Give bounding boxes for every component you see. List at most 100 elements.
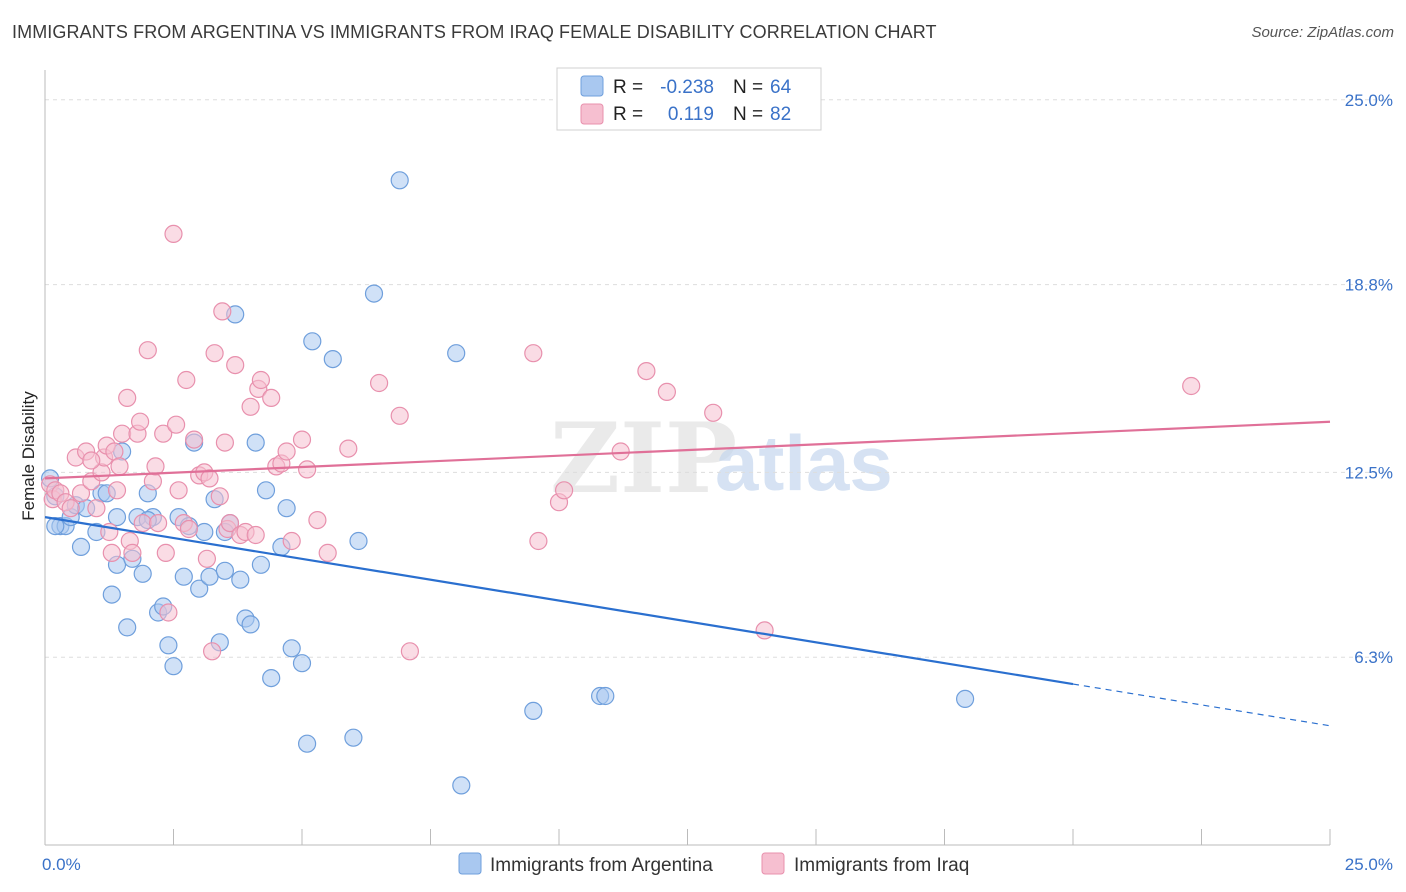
point-iraq-81 xyxy=(82,451,101,470)
point-iraq-43 xyxy=(200,469,219,488)
point-argentina-54 xyxy=(447,344,466,363)
axes xyxy=(44,70,1331,846)
trend-line-argentina xyxy=(44,516,1074,686)
series-iraq-points xyxy=(40,224,1201,661)
point-argentina-25 xyxy=(174,567,193,586)
point-iraq-15 xyxy=(102,543,121,563)
point-argentina-23 xyxy=(164,657,183,676)
point-iraq-32 xyxy=(159,603,178,622)
point-argentina-45 xyxy=(282,639,301,658)
point-iraq-48 xyxy=(215,433,234,452)
trend-line-argentina-extension xyxy=(1072,683,1331,727)
point-iraq-19 xyxy=(112,424,132,443)
chart-title: IMMIGRANTS FROM ARGENTINA VS IMMIGRANTS … xyxy=(12,22,937,42)
x-tick-label-start: 0.0% xyxy=(42,855,81,874)
tick-labels: 6.3% 12.5% 18.8% 25.0% 0.0% 25.0% xyxy=(42,91,1393,874)
point-iraq-75 xyxy=(611,442,630,461)
point-iraq-51 xyxy=(226,356,245,375)
point-iraq-39 xyxy=(185,430,204,449)
point-iraq-67 xyxy=(339,439,358,458)
legend-swatch-argentina xyxy=(580,75,604,97)
point-iraq-34 xyxy=(167,415,186,434)
point-iraq-44 xyxy=(203,642,222,661)
point-argentina-52 xyxy=(364,284,384,303)
point-iraq-47 xyxy=(213,302,232,321)
point-iraq-42 xyxy=(197,549,216,568)
point-argentina-36 xyxy=(231,570,250,589)
legend-r-label-argentina: R = xyxy=(613,77,643,98)
bottom-legend-swatch-argentina xyxy=(458,852,482,875)
point-argentina-38 xyxy=(241,615,260,634)
point-argentina-30 xyxy=(200,567,219,586)
point-argentina-48 xyxy=(303,332,322,351)
legend-r-label-iraq: R = xyxy=(613,104,643,125)
point-iraq-37 xyxy=(177,370,196,390)
point-iraq-45 xyxy=(205,344,224,363)
point-argentina-11 xyxy=(102,585,121,604)
point-iraq-29 xyxy=(149,513,168,533)
point-iraq-66 xyxy=(318,543,337,563)
point-argentina-14 xyxy=(118,618,137,637)
point-iraq-78 xyxy=(704,403,723,422)
point-iraq-46 xyxy=(210,487,229,506)
point-iraq-68 xyxy=(370,373,389,393)
point-iraq-30 xyxy=(154,424,173,443)
point-argentina-33 xyxy=(215,561,234,580)
point-iraq-50 xyxy=(220,513,240,533)
point-argentina-39 xyxy=(246,433,265,452)
point-iraq-27 xyxy=(143,472,162,491)
trend-line-iraq xyxy=(44,420,1331,480)
point-iraq-62 xyxy=(282,531,301,551)
chart-source: Source: ZipAtlas.com xyxy=(1251,24,1394,41)
trend-lines xyxy=(44,420,1331,727)
point-argentina-51 xyxy=(349,531,368,551)
point-argentina-46 xyxy=(292,654,312,673)
point-argentina-44 xyxy=(277,499,296,518)
point-iraq-61 xyxy=(277,442,296,461)
point-iraq-28 xyxy=(146,457,165,476)
point-iraq-63 xyxy=(292,430,312,449)
point-argentina-60 xyxy=(46,516,65,536)
bottom-legend-label-argentina: Immigrants from Argentina xyxy=(490,855,713,876)
point-argentina-56 xyxy=(524,701,543,721)
point-iraq-10 xyxy=(87,499,106,518)
point-iraq-79 xyxy=(755,621,774,640)
point-iraq-22 xyxy=(123,543,142,563)
point-argentina-53 xyxy=(390,171,409,190)
point-iraq-72 xyxy=(529,531,548,551)
point-argentina-41 xyxy=(256,481,276,500)
point-iraq-31 xyxy=(156,543,175,563)
point-argentina-29 xyxy=(195,522,214,542)
point-iraq-77 xyxy=(657,382,677,401)
point-iraq-71 xyxy=(524,344,543,363)
point-argentina-59 xyxy=(955,689,975,709)
point-argentina-61 xyxy=(107,507,127,527)
legend-n-value-argentina: 64 xyxy=(770,77,792,98)
point-iraq-80 xyxy=(1182,376,1201,396)
stats-legend: R = -0.238 N = 64 R = 0.119 N = 82 xyxy=(556,67,822,131)
point-argentina-55 xyxy=(452,776,471,795)
point-iraq-76 xyxy=(637,362,656,381)
point-iraq-69 xyxy=(390,406,409,425)
point-argentina-22 xyxy=(159,636,178,655)
point-iraq-17 xyxy=(107,481,127,500)
y-tick-label-3: 25.0% xyxy=(1345,91,1393,110)
legend-swatch-iraq xyxy=(580,103,604,125)
legend-n-value-iraq: 82 xyxy=(770,104,791,125)
point-argentina-47 xyxy=(298,734,317,753)
point-iraq-58 xyxy=(262,388,281,407)
point-argentina-40 xyxy=(251,555,270,574)
point-argentina-49 xyxy=(323,350,342,369)
point-argentina-6 xyxy=(71,537,91,557)
y-tick-label-0: 6.3% xyxy=(1354,648,1393,667)
point-iraq-20 xyxy=(118,388,137,407)
point-iraq-26 xyxy=(138,341,157,360)
y-tick-label-2: 18.8% xyxy=(1345,276,1393,295)
point-argentina-17 xyxy=(133,564,152,583)
point-iraq-57 xyxy=(251,370,270,390)
point-iraq-55 xyxy=(246,525,265,545)
watermark-zip: ZIP xyxy=(550,402,737,515)
point-argentina-50 xyxy=(344,728,363,747)
legend-n-label-iraq: N = xyxy=(733,104,763,125)
